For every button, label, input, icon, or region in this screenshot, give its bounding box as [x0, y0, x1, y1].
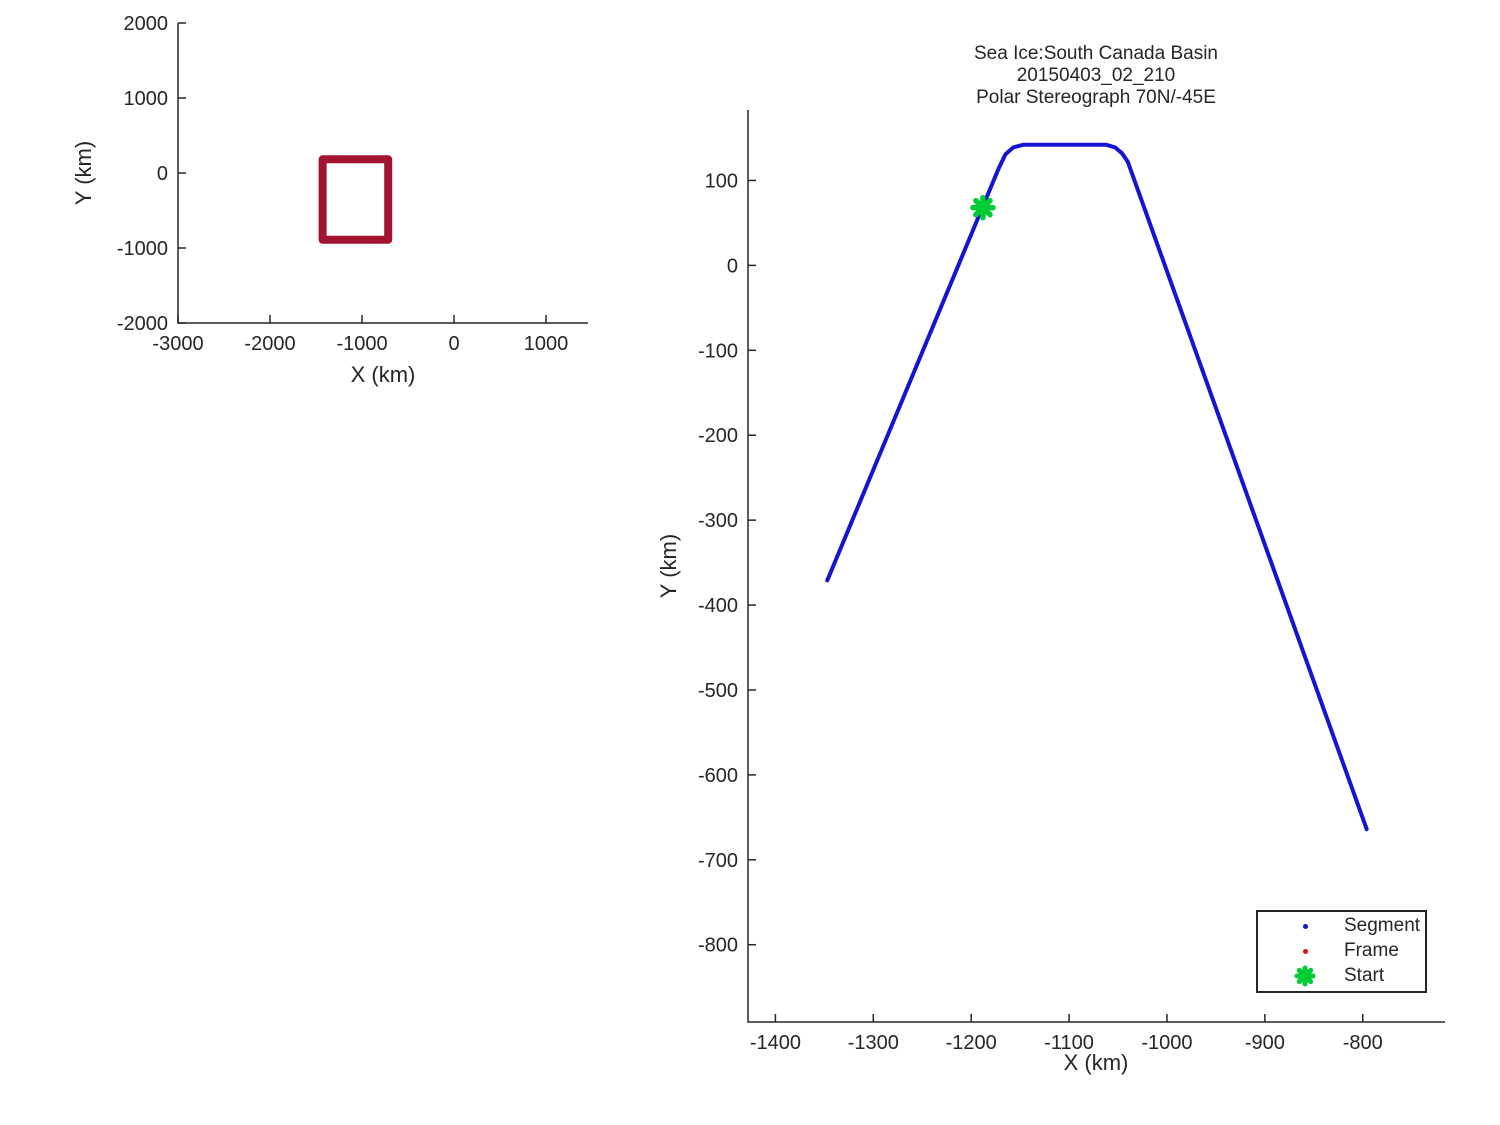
- legend-row-segment: Segment: [1258, 914, 1425, 939]
- trajectory-yaxis-label: Y (km): [656, 533, 681, 599]
- trajectory-xtick-label: -900: [1245, 1032, 1285, 1054]
- trajectory-xtick-label: -1100: [1044, 1032, 1094, 1054]
- trajectory-xtick-label: -1400: [750, 1032, 801, 1054]
- trajectory-ytick-label: -400: [698, 595, 738, 617]
- overview-ytick-label: 2000: [124, 13, 169, 35]
- overview-xtick-label: -2000: [244, 333, 295, 355]
- title-line-projection: Polar Stereograph 70N/-45E: [976, 87, 1216, 108]
- start-marker: [973, 197, 993, 218]
- legend-box: Segment Frame Start: [1256, 910, 1427, 993]
- overview-xtick-label: 0: [448, 333, 459, 355]
- trajectory-ytick-label: -800: [698, 935, 738, 957]
- overview-ytick-label: 0: [157, 163, 168, 185]
- trajectory-ytick-label: -300: [698, 510, 738, 532]
- legend-row-start: Start: [1258, 963, 1425, 988]
- trajectory-ytick-label: -100: [698, 340, 738, 362]
- overview-xtick-label: 1000: [524, 333, 569, 355]
- trajectory-xtick-label: -1000: [1141, 1032, 1192, 1054]
- legend-label-start: Start: [1344, 964, 1385, 986]
- overview-ytick-label: 1000: [124, 88, 169, 110]
- trajectory-ytick-label: 100: [705, 170, 738, 192]
- trajectory-ytick-label: 0: [727, 255, 738, 277]
- trajectory-ytick-label: -200: [698, 425, 738, 447]
- start-legend-asterisk: [1296, 967, 1314, 984]
- legend-label-segment: Segment: [1344, 915, 1421, 937]
- overview-ytick-label: -2000: [117, 313, 168, 335]
- segment-dot-icon: [1294, 923, 1316, 929]
- segment-track: [825, 142, 1369, 832]
- start-asterisk-icon: [1294, 965, 1316, 987]
- trajectory-plot-title: Sea Ice:South Canada Basin 20150403_02_2…: [746, 43, 1446, 109]
- overview-xtick-label: -3000: [152, 333, 203, 355]
- trajectory-ytick-label: -500: [698, 680, 738, 702]
- trajectory-axes: [747, 110, 1445, 1023]
- coverage-box-outline: [318, 155, 393, 244]
- legend-label-frame: Frame: [1344, 940, 1399, 961]
- overview-ytick-label: -1000: [117, 238, 168, 260]
- overview-xaxis-label: X (km): [350, 362, 416, 387]
- trajectory-ytick-label: -600: [698, 765, 738, 787]
- overview-yaxis-label: Y (km): [71, 140, 96, 206]
- trajectory-xtick-label: -1200: [946, 1032, 997, 1054]
- trajectory-xtick-label: -1300: [848, 1032, 899, 1054]
- frame-dot-icon: [1294, 948, 1316, 954]
- title-line-granule: 20150403_02_210: [1016, 65, 1176, 86]
- overview-xtick-label: -1000: [336, 333, 387, 355]
- title-line-region: Sea Ice:South Canada Basin: [973, 43, 1218, 64]
- trajectory-xaxis-label: X (km): [1063, 1050, 1129, 1075]
- legend-row-frame: Frame: [1258, 939, 1425, 964]
- trajectory-xtick-label: -800: [1343, 1032, 1383, 1054]
- overview-axes: [177, 23, 588, 324]
- trajectory-ytick-label: -700: [698, 850, 738, 872]
